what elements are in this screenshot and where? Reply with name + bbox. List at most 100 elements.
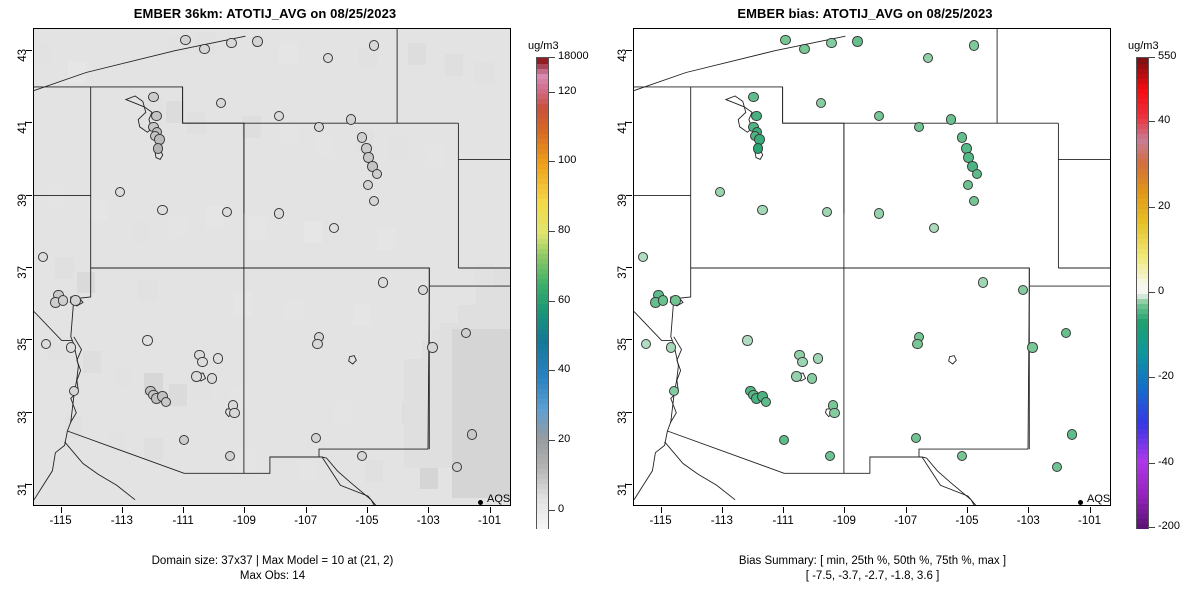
colorbar-segment [1137, 383, 1148, 389]
colorbar-segment [537, 133, 548, 139]
aqs-monitor-point [1066, 429, 1078, 440]
colorbar-segment [1137, 228, 1148, 234]
map-plot-model[interactable]: AQS [33, 28, 511, 506]
model-raster-grid [34, 29, 510, 505]
colorbar-tick [549, 370, 555, 372]
model-grid-cell [178, 289, 197, 312]
colorbar-tick-label: -20 [1158, 370, 1174, 383]
colorbar-segment [1137, 303, 1148, 309]
colorbar-segment [1137, 263, 1148, 269]
colorbar-tick [549, 231, 555, 233]
colorbar-segment [537, 208, 548, 214]
model-grid-cell [208, 105, 228, 127]
aqs-monitor-point [665, 342, 676, 353]
colorbar-tick-label: -40 [1158, 455, 1174, 468]
colorbar-segment [537, 108, 548, 114]
model-caption-line2: Max Obs: 14 [239, 570, 306, 582]
aqs-monitor-point [873, 208, 885, 219]
state-boundary [921, 456, 977, 505]
colorbar-segment [1137, 253, 1148, 259]
y-tick [26, 339, 32, 341]
colorbar-segment [1137, 63, 1148, 69]
colorbar-tick [549, 509, 555, 511]
model-grid-cell [458, 305, 510, 324]
state-boundary [34, 430, 68, 501]
state-boundary [64, 441, 136, 501]
y-tick-label: 43 [617, 48, 629, 62]
state-boundary [918, 268, 1030, 457]
map-plot-bias[interactable]: AQS [633, 28, 1111, 506]
colorbar-segment [537, 238, 548, 244]
colorbar-segment [537, 158, 548, 164]
colorbar-segment [1137, 428, 1148, 434]
colorbar-segment [1137, 463, 1148, 469]
colorbar-segment [1137, 223, 1148, 229]
colorbar-segment [1137, 388, 1148, 394]
colorbar-segment [1137, 418, 1148, 424]
colorbar-segment [1137, 498, 1148, 504]
y-tick-label: 41 [17, 121, 29, 134]
y-tick [626, 267, 632, 268]
state-boundary [690, 86, 844, 269]
colorbar-segment [537, 73, 548, 79]
colorbar-segment [537, 308, 548, 314]
model-grid-cell [205, 206, 224, 229]
model-grid-cell [469, 213, 488, 236]
colorbar-segment [537, 88, 548, 94]
colorbar-tick [1149, 377, 1155, 379]
x-tick [366, 507, 368, 513]
colorbar-segment [537, 518, 548, 524]
aqs-monitor-point [322, 52, 334, 64]
colorbar-segment [537, 458, 548, 464]
colorbar-segment [1137, 408, 1148, 414]
model-grid-cell [494, 269, 510, 288]
y-tick [626, 49, 632, 51]
map-boundaries-model [34, 29, 510, 505]
state-boundary [34, 35, 246, 92]
x-tick [966, 507, 968, 513]
colorbar-segment [1137, 108, 1148, 114]
colorbar-segment [537, 418, 548, 424]
model-grid-cell [242, 115, 261, 138]
colorbar-segment [1137, 513, 1148, 519]
colorbar-segment [1137, 333, 1148, 339]
colorbar-segment [537, 68, 548, 74]
state-boundary [843, 123, 1030, 450]
x-tick [489, 507, 491, 513]
colorbar-segment [1137, 123, 1148, 129]
aqs-monitor-point [752, 143, 764, 154]
aqs-monitor-point [329, 222, 340, 234]
aqs-monitor-point [356, 451, 368, 462]
colorbar-segment [537, 138, 548, 144]
colorbar-segment [1137, 518, 1148, 524]
colorbar-segment [537, 203, 548, 209]
aqs-monitor-point [929, 222, 940, 234]
colorbar-segment [537, 463, 548, 469]
x-tick-label: -109 [832, 515, 856, 527]
state-boundary [634, 311, 673, 341]
model-grid-cell [475, 61, 494, 84]
colorbar-segment [1137, 313, 1148, 319]
aqs-monitor-point [221, 206, 233, 218]
x-tick [305, 507, 307, 513]
colorbar-segment [1137, 248, 1148, 254]
model-grid-cell [83, 351, 102, 373]
colorbar-segment [537, 143, 548, 149]
model-grid-cell [452, 425, 510, 450]
model-grid-cell [452, 473, 510, 498]
colorbar-segment [1137, 213, 1148, 219]
aqs-monitor-point [460, 327, 472, 339]
x-tick-label: -113 [110, 515, 133, 527]
model-grid-cell [452, 401, 510, 426]
colorbar-segment [537, 163, 548, 169]
aqs-monitor-point [799, 43, 810, 55]
colorbar-segment [1137, 148, 1148, 154]
colorbar-segment [537, 78, 548, 84]
model-grid-cell [165, 101, 185, 124]
aqs-monitor-point [922, 52, 934, 64]
aqs-monitor-point [956, 132, 968, 143]
colorbar-segment [1137, 158, 1148, 164]
aqs-monitor-point [812, 353, 824, 364]
colorbar-tick [1149, 462, 1155, 464]
colorbar-segment [1137, 198, 1148, 204]
